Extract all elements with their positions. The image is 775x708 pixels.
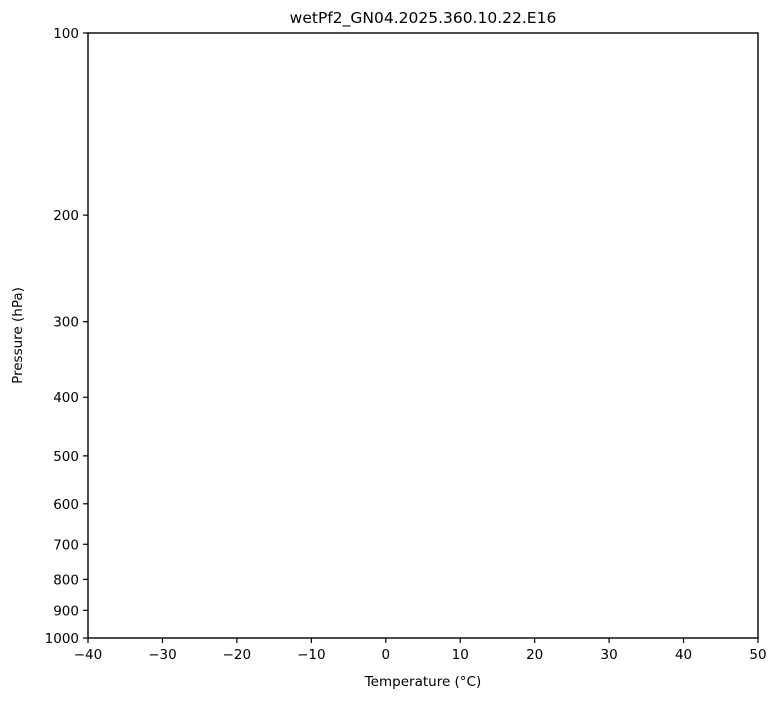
x-axis-label: Temperature (°C) [364,674,482,690]
y-tick-label: 200 [53,208,79,224]
page-title: wetPf2_GN04.2025.360.10.22.E16 [290,9,557,28]
y-tick-label: 600 [53,497,79,513]
y-tick-label: 100 [53,26,79,42]
y-axis-label: Pressure (hPa) [10,287,26,384]
x-tick-label: 30 [601,647,618,663]
x-tick-label: −20 [223,647,252,663]
x-tick-label: −40 [74,647,103,663]
x-tick-label: 0 [381,647,390,663]
x-tick-label: 40 [675,647,692,663]
y-tick-label: 300 [53,315,79,331]
x-tick-label: −30 [148,647,177,663]
y-tick-label: 900 [53,603,79,619]
x-tick-label: −10 [297,647,326,663]
x-tick-label: 10 [452,647,469,663]
y-tick-label: 800 [53,572,79,588]
y-tick-label: 500 [53,449,79,465]
x-tick-label: 50 [749,647,766,663]
y-tick-label: 1000 [45,631,79,647]
x-tick-label: 20 [526,647,543,663]
y-tick-label: 400 [53,390,79,406]
axes-frame [87,32,759,639]
axis-ticks: −40 −30 −20 −10 0 10 20 30 40 50 100 200 300 400 500 60… [45,26,767,663]
y-tick-label: 700 [53,537,79,553]
